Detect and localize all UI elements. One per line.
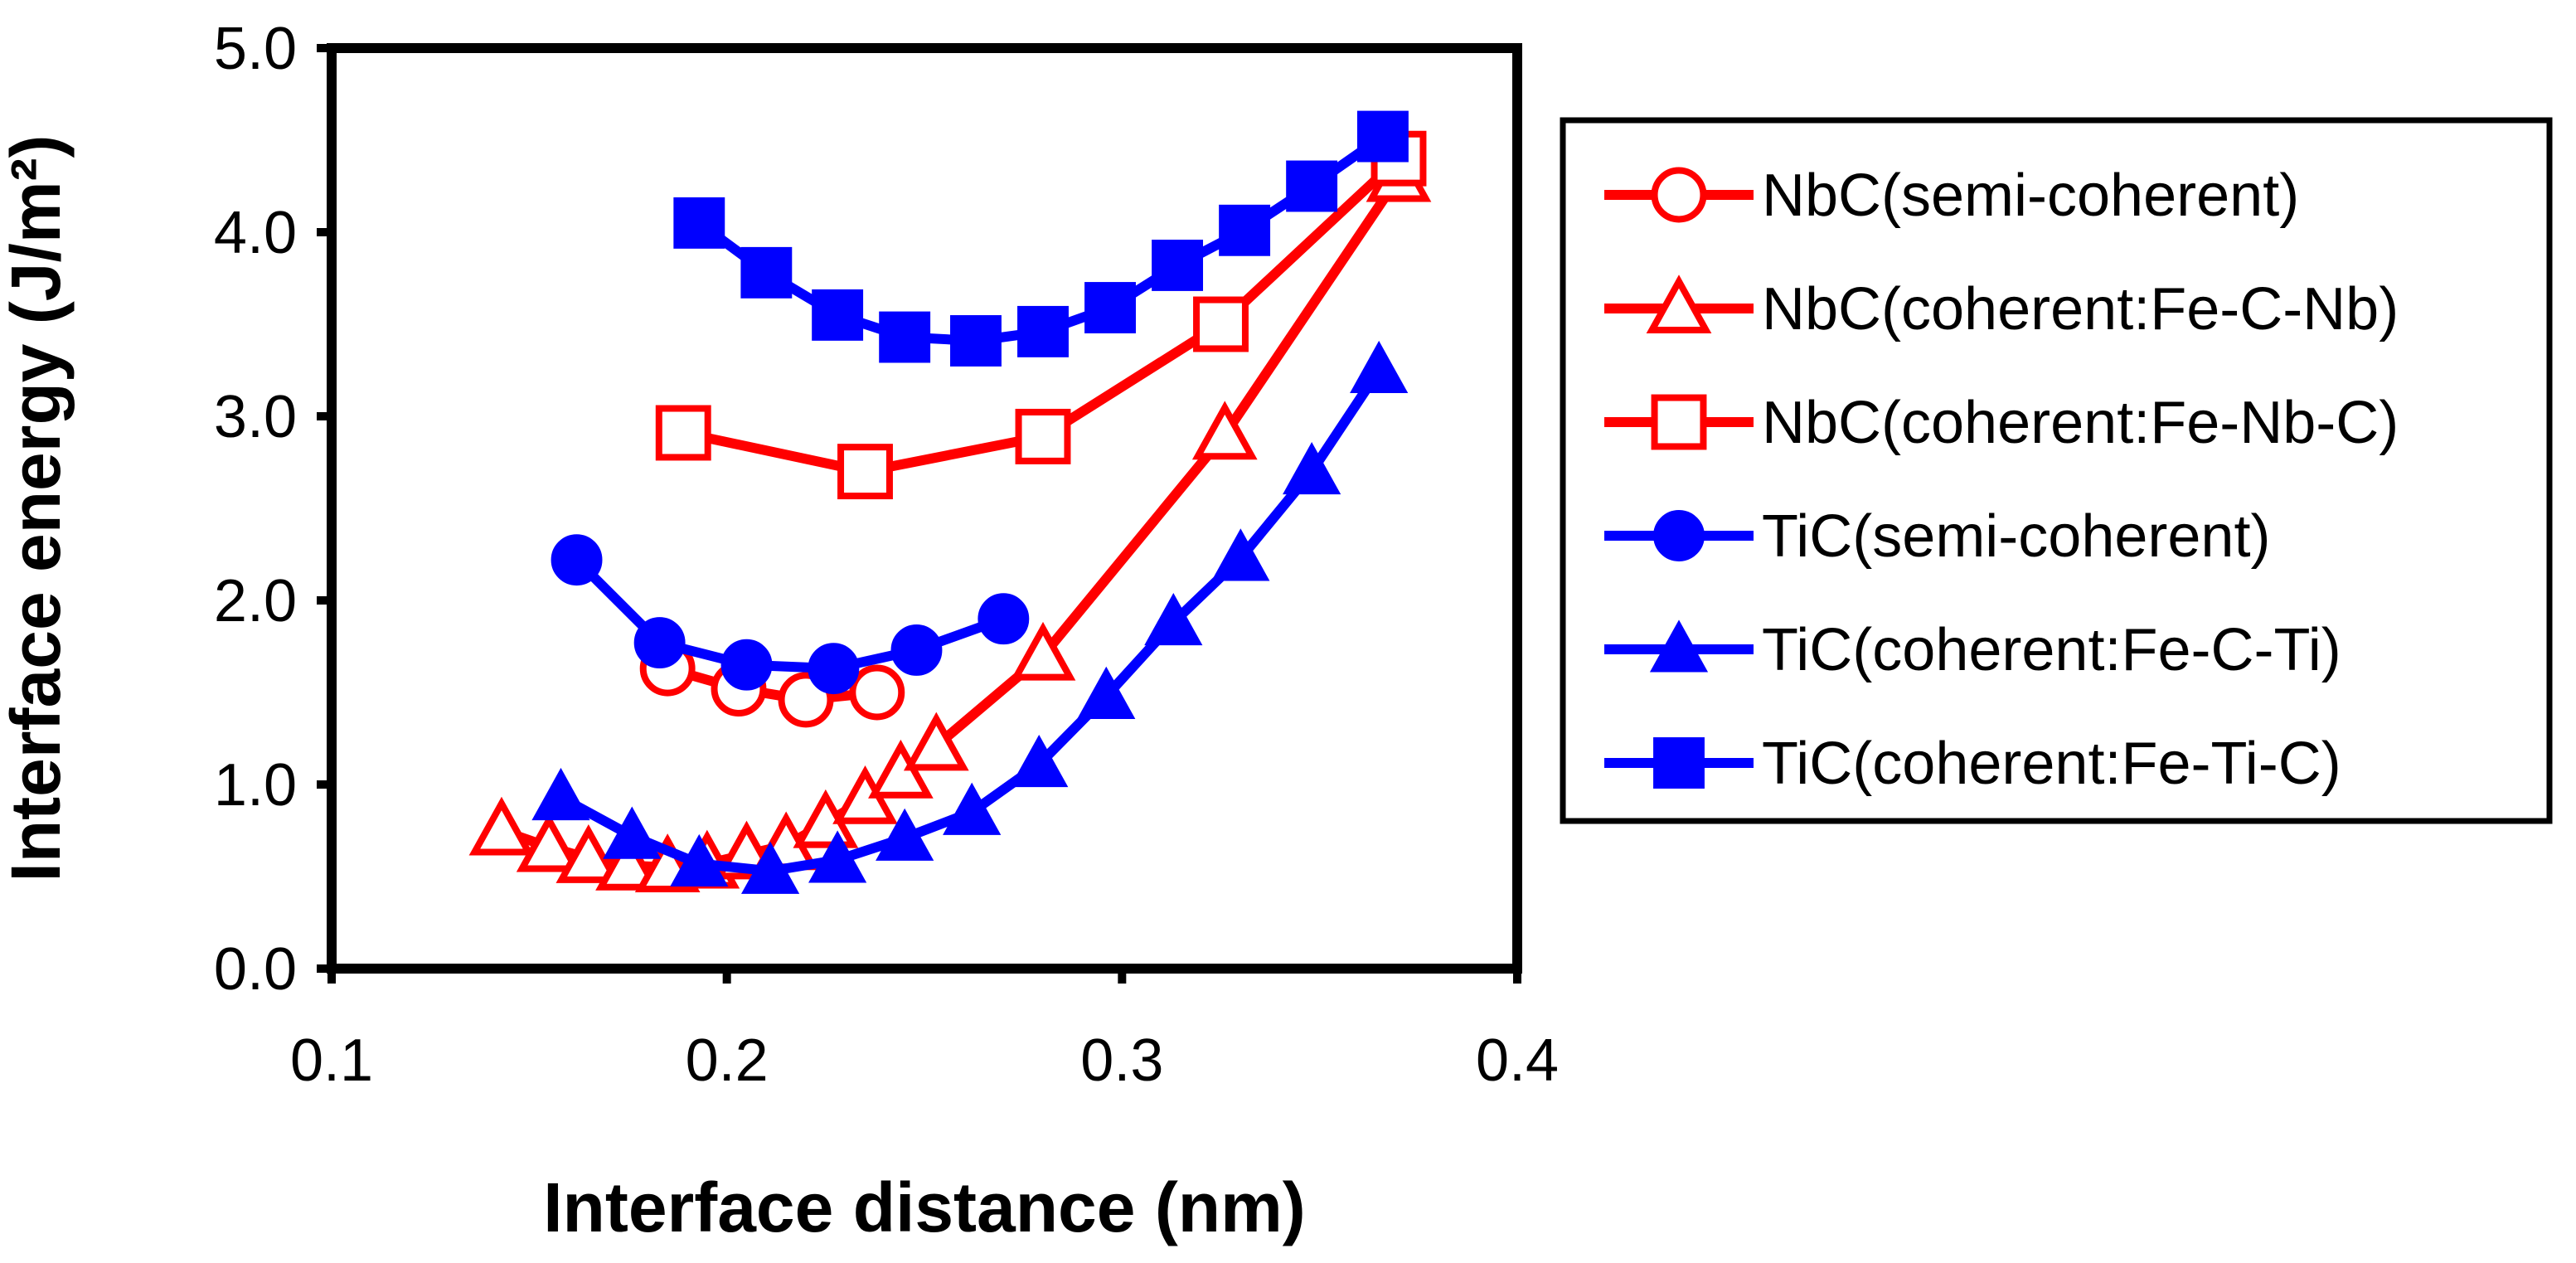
data-point <box>1144 593 1203 646</box>
data-point <box>812 289 864 341</box>
data-point <box>950 315 1002 367</box>
data-point <box>1015 408 1071 464</box>
data-point <box>1350 340 1409 394</box>
data-point <box>670 833 729 887</box>
x-tick-label: 0.4 <box>1476 1027 1559 1094</box>
legend-marker <box>1649 619 1709 673</box>
y-axis-title: Interface energy (J/m²) <box>0 135 75 882</box>
data-point <box>595 831 661 891</box>
legend-marker <box>1653 737 1705 789</box>
data-point <box>808 643 860 695</box>
data-point <box>531 767 590 821</box>
legend: NbC(semi-coherent) NbC(coherent:Fe-C-Nb) N… <box>1560 117 2553 824</box>
data-point <box>551 534 603 586</box>
data-point <box>1084 282 1136 333</box>
data-point <box>468 796 535 856</box>
data-point <box>1152 240 1204 291</box>
legend-label: TiC(coherent:Fe-Ti-C) <box>1762 731 2341 797</box>
legend-label: NbC(coherent:Fe-Nb-C) <box>1762 390 2399 456</box>
data-point <box>1010 621 1076 681</box>
plot-area <box>468 110 1432 894</box>
y-tick-label: 2.0 <box>214 568 297 634</box>
data-point <box>633 617 686 669</box>
series-6 <box>673 110 1409 367</box>
data-point <box>849 664 905 721</box>
legend-box <box>1560 117 2553 824</box>
legend-label: NbC(semi-coherent) <box>1762 163 2299 229</box>
plot-frame <box>327 43 1522 974</box>
legend-label: TiC(coherent:Fe-C-Ti) <box>1762 617 2341 683</box>
data-point <box>808 830 867 883</box>
data-point <box>890 624 943 676</box>
data-point <box>555 824 622 883</box>
legend-marker <box>1651 394 1707 450</box>
series-5 <box>531 340 1409 894</box>
series-4 <box>551 534 1030 695</box>
data-point <box>868 739 934 799</box>
data-point <box>1010 734 1069 788</box>
data-point <box>655 405 711 461</box>
data-point <box>516 813 582 872</box>
data-point <box>741 841 800 894</box>
legend-label: TiC(semi-coherent) <box>1762 503 2270 570</box>
data-point <box>943 782 1002 835</box>
y-tick-label: 3.0 <box>214 384 297 450</box>
axes: 0.0 1.0 2.0 3.0 4.0 5.0 0.1 0.2 0.3 0.4 Interface … <box>0 16 1559 1246</box>
data-point <box>1191 401 1258 460</box>
legend-entry-3: NbC(coherent:Fe-Nb-C) <box>1604 390 2399 456</box>
data-point <box>876 808 934 861</box>
data-point <box>1356 110 1409 163</box>
data-point <box>1193 296 1249 352</box>
y-tick-label: 1.0 <box>214 752 297 819</box>
data-point <box>837 444 893 500</box>
data-point <box>1286 160 1338 212</box>
legend-entry-2: NbC(coherent:Fe-C-Nb) <box>1604 274 2399 342</box>
data-point <box>673 197 725 249</box>
data-point <box>740 246 793 299</box>
data-point <box>1211 528 1270 581</box>
legend-entry-1: NbC(semi-coherent) <box>1604 163 2299 229</box>
series-1 <box>639 640 905 728</box>
legend-marker <box>1653 510 1705 561</box>
data-point <box>978 593 1030 645</box>
legend-entry-4: TiC(semi-coherent) <box>1604 503 2270 570</box>
data-point <box>1077 666 1136 719</box>
x-tick-label: 0.2 <box>686 1027 769 1094</box>
x-axis-title: Interface distance (nm) <box>543 1168 1306 1246</box>
data-point <box>1283 441 1341 495</box>
legend-label: NbC(coherent:Fe-C-Nb) <box>1762 276 2399 342</box>
legend-entry-6: TiC(coherent:Fe-Ti-C) <box>1604 731 2341 797</box>
legend-marker <box>1646 274 1712 334</box>
x-tick-label: 0.1 <box>290 1027 373 1094</box>
legend-entry-5: TiC(coherent:Fe-C-Ti) <box>1604 617 2341 683</box>
data-point <box>1219 204 1271 256</box>
data-point <box>879 311 931 363</box>
data-point <box>903 712 969 771</box>
data-point <box>720 639 773 691</box>
legend-marker <box>1651 167 1707 223</box>
data-point <box>1017 305 1069 357</box>
x-tick-label: 0.3 <box>1080 1027 1163 1094</box>
y-tick-label: 4.0 <box>214 200 297 266</box>
series-line <box>666 663 878 705</box>
y-tick-label: 0.0 <box>214 936 297 1003</box>
data-point <box>603 806 662 859</box>
y-tick-label: 5.0 <box>214 16 297 82</box>
